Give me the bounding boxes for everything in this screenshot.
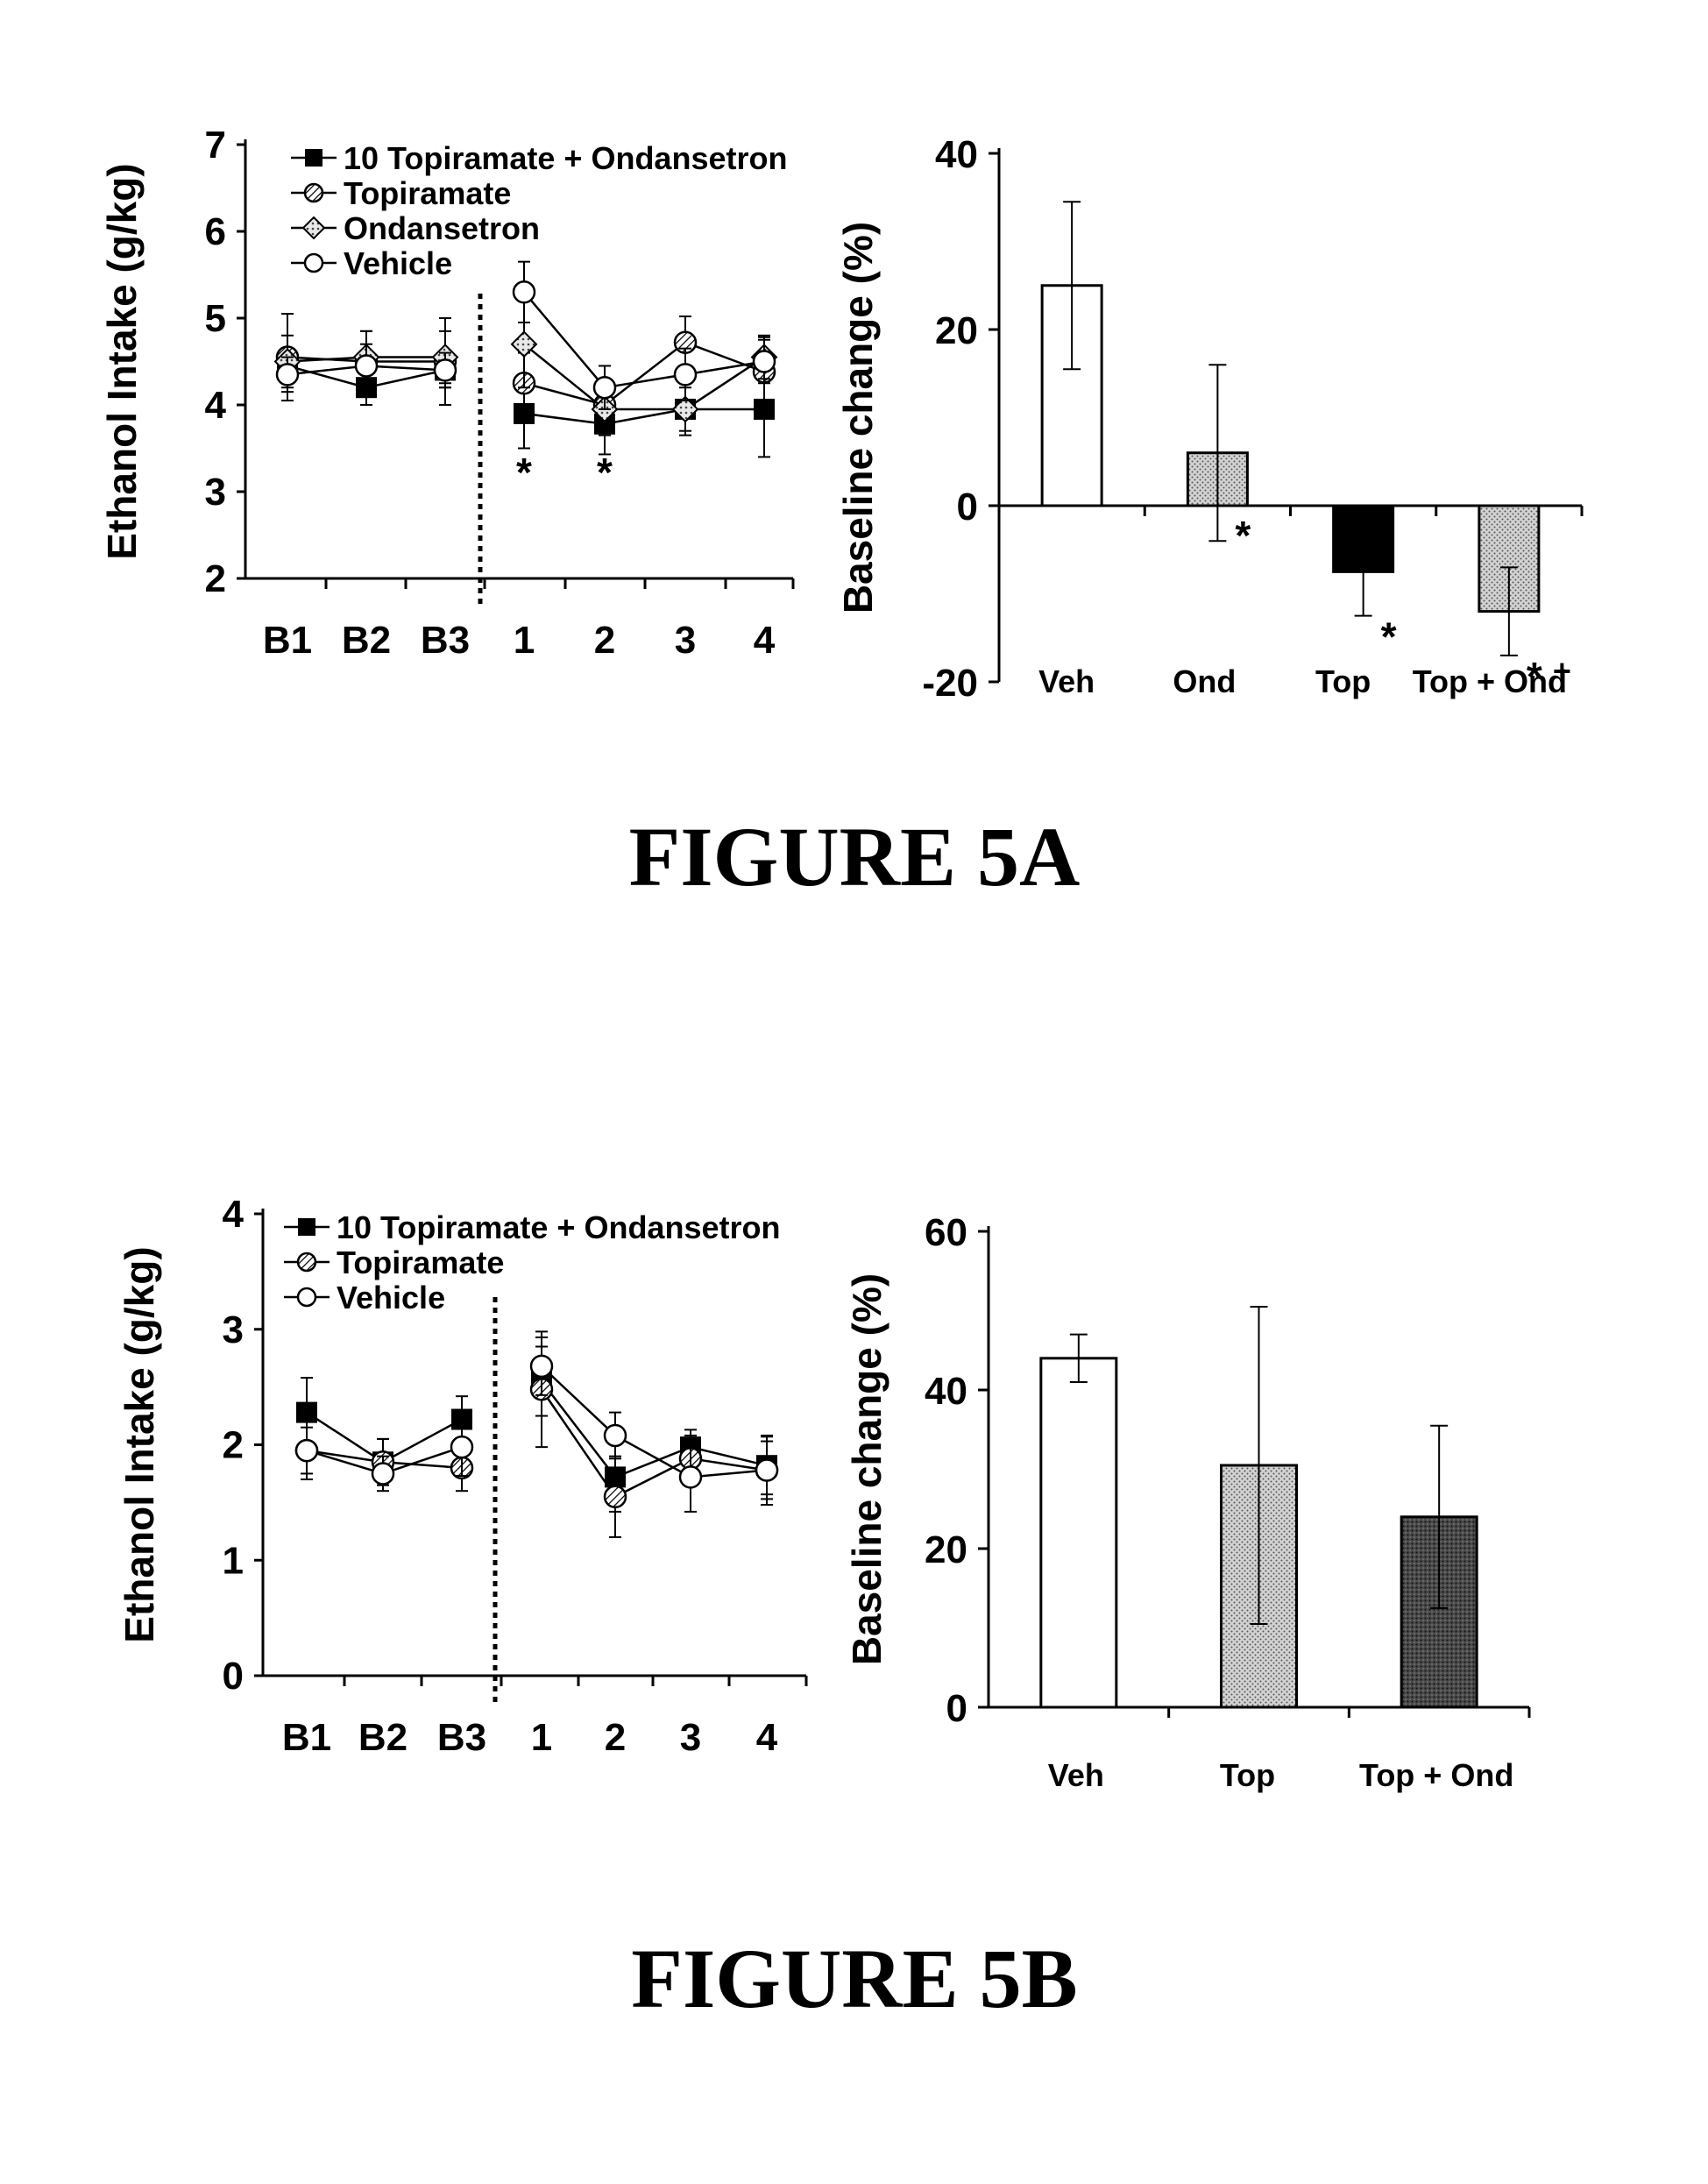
series-open-circle [275,260,776,410]
significance-marker: * [1381,614,1397,660]
x-tick-label: B3 [421,619,470,662]
y-tick-label: 20 [925,1528,967,1571]
x-category-label: Ond [1173,663,1236,699]
y-tick-label: -20 [922,662,978,705]
y-tick-label: 6 [205,210,226,253]
x-tick-label: B2 [342,619,391,662]
data-point [294,1438,319,1463]
y-tick-label: 7 [205,124,226,167]
y-axis-title: Baseline change (%) [844,1273,889,1665]
x-tick-label: B3 [437,1716,486,1759]
data-point [755,1458,779,1482]
y-tick-label: 4 [205,384,227,427]
y-tick-label: 3 [205,471,226,514]
data-point [296,1401,317,1423]
series-line [541,1365,768,1478]
x-category-label: Top [1315,663,1371,699]
x-category-label: Veh [1038,663,1095,699]
data-point [512,280,536,304]
y-tick-label: 40 [935,133,978,176]
data-point [450,1435,474,1459]
data-point [510,330,538,358]
series-line [541,1380,768,1478]
significance-marker: * [1527,654,1542,699]
series-line [540,1388,768,1499]
series-line [523,408,764,426]
legend-label: Vehicle [344,245,452,281]
legend-marker [305,149,322,167]
x-tick-label: 3 [680,1716,701,1759]
bar [1039,1357,1118,1709]
data-point [592,375,617,400]
x-tick-label: B1 [282,1716,331,1759]
legend-marker [303,252,324,273]
data-point [752,350,776,373]
x-tick-label: 2 [594,619,615,662]
data-point [603,1485,627,1509]
legend-label: 10 Topiramate + Ondansetron [337,1209,780,1245]
significance-marker: * [516,450,532,495]
data-point [673,363,698,386]
x-tick-label: 4 [756,1716,778,1759]
significance-marker: * [597,450,613,495]
x-category-label: Top + Ond [1413,663,1567,699]
data-point [529,1354,554,1379]
fig5a-bar-chart: -20 0 20 40 Baseline change (%) Veh Ond Top Top … [835,133,1584,705]
y-tick-label: 0 [223,1655,244,1698]
legend-marker [298,1218,315,1236]
fig5b-bar-chart: 0 20 40 60 Baseline change (%) Veh Top Top + On… [844,1211,1531,1793]
data-point [433,358,457,382]
significance-marker: * [1235,513,1251,558]
y-axis-title: Baseline change (%) [835,222,881,613]
legend-marker [296,1287,317,1308]
x-category-label: Top [1220,1757,1275,1793]
x-tick-label: 3 [675,619,696,662]
y-tick-label: 5 [205,297,226,340]
y-tick-label: 40 [925,1370,967,1413]
data-point [371,1462,395,1486]
x-tick-label: 2 [605,1716,626,1759]
significance-superscript: + [1553,653,1571,689]
figure-5a-caption: FIGURE 5A [629,810,1081,904]
legend-label: 10 Topiramate + Ondansetron [344,140,787,176]
series-open-circle [294,1336,779,1513]
y-tick-label: 2 [223,1424,244,1467]
x-tick-label: 4 [754,619,776,662]
legend-label: Topiramate [344,175,511,211]
y-axis-title: Ethanol Intake (g/kg) [117,1246,162,1642]
y-axis-title: Ethanol Intake (g/kg) [99,163,145,559]
x-tick-label: 1 [514,619,535,662]
x-tick-label: 1 [531,1716,552,1759]
y-tick-label: 3 [223,1308,244,1351]
legend-marker [303,182,324,203]
legend-marker [296,1252,317,1273]
data-point [603,1423,627,1448]
x-tick-label: B2 [358,1716,408,1759]
data-point [275,363,300,386]
x-category-label: Top + Ond [1359,1757,1513,1793]
data-point [671,395,699,423]
data-point [354,354,379,378]
fig5a-line-chart: 2 3 4 5 6 7 B1 B2 B3 1 2 3 4 Ethanol Intake (g/kg) 10 … [99,124,795,662]
legend-marker [301,216,326,240]
x-category-label: Veh [1048,1757,1104,1793]
series-line [523,343,765,411]
y-tick-label: 2 [205,557,226,600]
data-point [678,1465,703,1489]
y-tick-label: 60 [925,1211,967,1254]
y-tick-label: 0 [957,486,978,528]
fig5b-line-chart: 0 1 2 3 4 B1 B2 B3 1 2 3 4 Ethanol Intake (g/kg) 10 T… [117,1193,808,1759]
legend-label: Vehicle [337,1280,445,1315]
series-line [523,291,765,389]
y-tick-label: 20 [935,309,978,352]
legend-label: Ondansetron [344,210,540,246]
y-tick-label: 1 [223,1539,244,1582]
figure-5b-caption: FIGURE 5B [631,1932,1077,2025]
series-line [523,341,765,407]
legend-label: Topiramate [337,1244,504,1280]
x-tick-label: B1 [263,619,312,662]
y-tick-label: 4 [223,1193,245,1236]
y-tick-label: 0 [946,1687,967,1730]
